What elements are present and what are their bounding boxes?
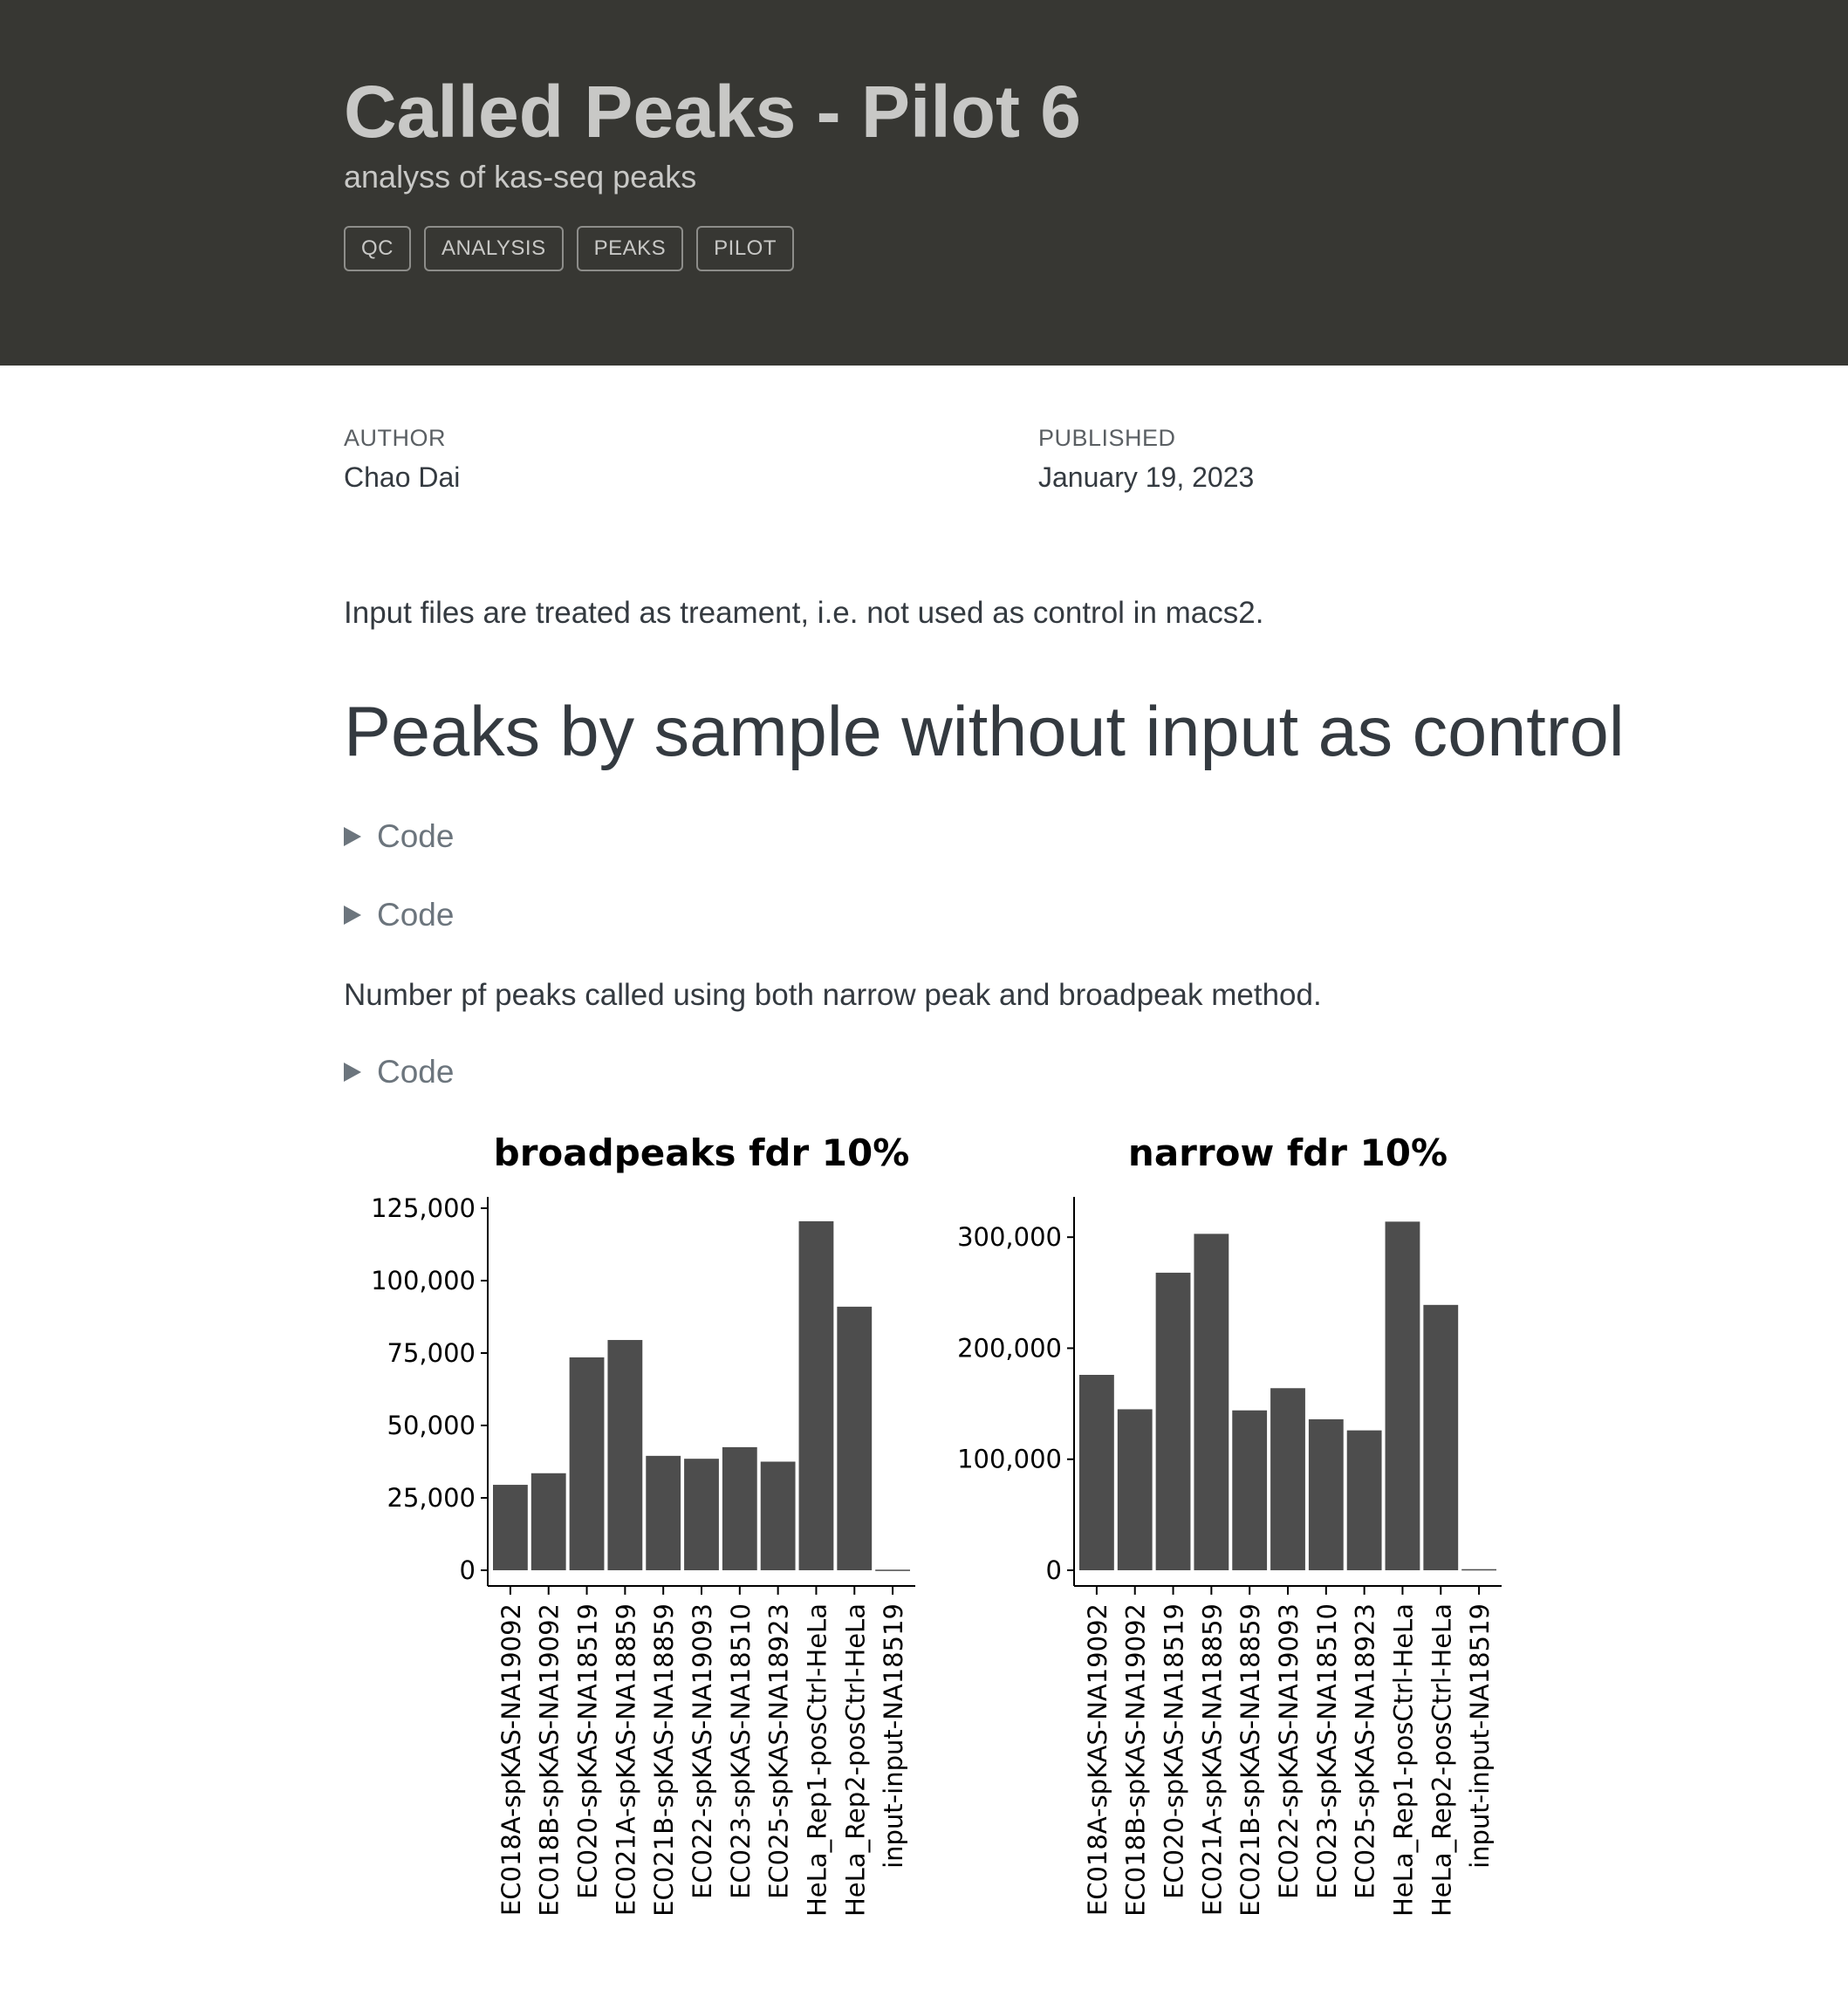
bar-8 <box>760 1461 796 1570</box>
x-tick-label: HeLa_Rep1-posCtrl-HeLa <box>1388 1603 1418 1917</box>
category-tags: QC ANALYSIS PEAKS PILOT <box>344 226 795 271</box>
bar-5 <box>1232 1410 1268 1570</box>
bar-3 <box>1155 1272 1191 1570</box>
x-tick-label: HeLa_Rep1-posCtrl-HeLa <box>802 1603 832 1917</box>
y-tick-label: 75,000 <box>387 1338 476 1368</box>
x-tick-label: EC023-spKAS-NA18510 <box>1312 1603 1342 1899</box>
section-heading: Peaks by sample without input as control <box>344 693 1625 771</box>
bar-2 <box>530 1473 566 1570</box>
tag-peaks[interactable]: PEAKS <box>576 226 684 271</box>
disclosure-triangle-icon <box>344 906 361 925</box>
x-tick-label: EC022-spKAS-NA19093 <box>688 1603 717 1899</box>
bar-8 <box>1346 1430 1382 1570</box>
code-fold-label: Code <box>377 1054 455 1090</box>
x-tick-label: EC018A-spKAS-NA19092 <box>496 1603 526 1916</box>
x-tick-label: EC018B-spKAS-NA19092 <box>1121 1603 1151 1917</box>
y-tick-label: 300,000 <box>957 1222 1062 1252</box>
x-tick-label: EC020-spKAS-NA18519 <box>573 1603 603 1899</box>
chart-title: narrow fdr 10% <box>1128 1131 1448 1174</box>
published-label: PUBLISHED <box>1038 425 1176 451</box>
x-tick-label: input-input-NA18519 <box>1465 1603 1495 1869</box>
author-label: AUTHOR <box>344 425 446 451</box>
x-tick-label: HeLa_Rep2-posCtrl-HeLa <box>1427 1603 1456 1917</box>
bar-10 <box>837 1306 873 1570</box>
y-tick-label: 0 <box>460 1555 476 1585</box>
bar-9 <box>798 1220 834 1570</box>
bar-7 <box>722 1446 757 1570</box>
bar-6 <box>1270 1388 1305 1570</box>
tag-pilot[interactable]: PILOT <box>696 226 795 271</box>
x-tick-label: EC023-spKAS-NA18510 <box>726 1603 756 1899</box>
chart-title: broadpeaks fdr 10% <box>494 1131 910 1174</box>
y-tick-label: 50,000 <box>387 1411 476 1440</box>
tag-qc[interactable]: QC <box>344 226 411 271</box>
page-title: Called Peaks - Pilot 6 <box>344 71 1082 153</box>
y-tick-label: 125,000 <box>371 1193 476 1223</box>
x-tick-label: input-input-NA18519 <box>879 1603 908 1869</box>
bar-4 <box>1194 1234 1229 1570</box>
code-fold-label: Code <box>377 897 455 933</box>
bar-11 <box>875 1569 910 1571</box>
x-tick-label: EC021A-spKAS-NA18859 <box>1197 1603 1227 1916</box>
bar-1 <box>493 1485 528 1570</box>
x-tick-label: EC020-spKAS-NA18519 <box>1160 1603 1189 1899</box>
x-tick-label: EC018B-spKAS-NA19092 <box>535 1603 565 1917</box>
code-fold-toggle-1[interactable]: Code <box>344 818 454 855</box>
y-tick-label: 200,000 <box>957 1333 1062 1363</box>
x-tick-label: EC022-spKAS-NA19093 <box>1274 1603 1304 1899</box>
bar-7 <box>1308 1418 1344 1570</box>
code-fold-label: Code <box>377 818 455 854</box>
x-tick-label: EC018A-spKAS-NA19092 <box>1083 1603 1112 1916</box>
page-subtitle: analyss of kas-seq peaks <box>344 159 697 195</box>
y-tick-label: 25,000 <box>387 1483 476 1513</box>
x-tick-label: EC021A-spKAS-NA18859 <box>611 1603 640 1916</box>
y-tick-label: 100,000 <box>371 1266 476 1295</box>
x-tick-label: HeLa_Rep2-posCtrl-HeLa <box>840 1603 870 1917</box>
bar-4 <box>607 1340 643 1570</box>
bar-2 <box>1117 1409 1153 1570</box>
disclosure-triangle-icon <box>344 1063 361 1082</box>
code-fold-toggle-2[interactable]: Code <box>344 897 454 933</box>
x-tick-label: EC021B-spKAS-NA18859 <box>1235 1603 1265 1917</box>
author-name: Chao Dai <box>344 461 461 493</box>
peaks-note-paragraph: Number pf peaks called using both narrow… <box>344 978 1322 1012</box>
tag-analysis[interactable]: ANALYSIS <box>424 226 564 271</box>
bar-1 <box>1079 1375 1114 1570</box>
bar-5 <box>646 1455 681 1570</box>
intro-paragraph: Input files are treated as treament, i.e… <box>344 596 1264 630</box>
bar-9 <box>1385 1221 1420 1570</box>
title-banner: Called Peaks - Pilot 6 analyss of kas-se… <box>0 0 1848 366</box>
y-tick-label: 0 <box>1046 1555 1062 1585</box>
y-tick-label: 100,000 <box>957 1445 1062 1474</box>
bar-10 <box>1423 1304 1459 1570</box>
bar-3 <box>569 1357 605 1570</box>
x-tick-label: EC025-spKAS-NA18923 <box>764 1603 794 1899</box>
code-fold-toggle-3[interactable]: Code <box>344 1054 454 1090</box>
bar-11 <box>1461 1569 1496 1571</box>
x-tick-label: EC021B-spKAS-NA18859 <box>649 1603 679 1917</box>
disclosure-triangle-icon <box>344 827 361 846</box>
published-date: January 19, 2023 <box>1038 461 1255 493</box>
peak-count-charts: broadpeaks fdr 10% 0 25,000 50,000 75,000 100… <box>371 1131 1502 1917</box>
x-tick-label: EC025-spKAS-NA18923 <box>1351 1603 1380 1899</box>
bar-6 <box>684 1459 719 1570</box>
